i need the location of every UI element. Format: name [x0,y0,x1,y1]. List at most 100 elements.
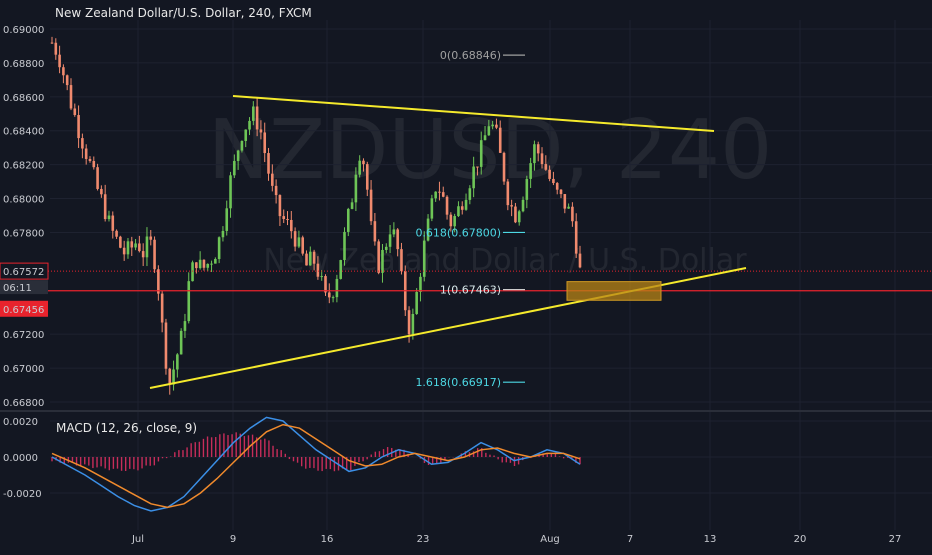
candle-body[interactable] [563,194,567,209]
candle-body[interactable] [115,230,118,237]
candle-body[interactable] [476,166,479,168]
candle-body[interactable] [384,246,388,250]
candle-body[interactable] [327,292,331,298]
candle-body[interactable] [544,164,548,170]
candle-body[interactable] [267,153,270,174]
candle-body[interactable] [472,166,475,189]
candle-body[interactable] [411,313,415,335]
candle-body[interactable] [88,158,92,162]
candle-body[interactable] [434,191,437,199]
signal-line[interactable] [51,423,581,509]
candle-body[interactable] [96,167,99,189]
candle-body[interactable] [388,234,392,247]
candle-body[interactable] [252,106,255,121]
candle-body[interactable] [491,124,494,127]
candle-body[interactable] [468,188,472,200]
candle-body[interactable] [271,173,274,186]
candle-body[interactable] [525,178,529,200]
candle-body[interactable] [453,216,456,227]
candle-body[interactable] [392,229,396,235]
candle-body[interactable] [138,243,141,252]
candle-body[interactable] [578,253,582,268]
candle-body[interactable] [339,260,342,279]
candle-body[interactable] [301,237,305,254]
candle-body[interactable] [381,249,384,273]
candle-body[interactable] [552,178,555,184]
candle-body[interactable] [172,369,175,385]
candle-body[interactable] [346,208,350,232]
candle-body[interactable] [479,140,483,167]
candle-body[interactable] [514,206,517,223]
candle-body[interactable] [92,161,96,168]
candle-body[interactable] [460,206,464,210]
candle-body[interactable] [282,216,286,220]
candle-body[interactable] [141,251,145,258]
candle-body[interactable] [187,281,191,322]
candle-body[interactable] [343,231,346,261]
candle-body[interactable] [483,135,487,141]
candle-body[interactable] [65,75,69,86]
candle-body[interactable] [160,293,164,323]
candle-body[interactable] [103,194,107,220]
candle-body[interactable] [236,150,240,161]
candle-body[interactable] [571,206,574,222]
candle-body[interactable] [309,251,312,266]
candle-body[interactable] [233,160,236,176]
candle-body[interactable] [119,236,122,248]
candle-body[interactable] [54,42,58,55]
candle-body[interactable] [400,249,403,272]
candle-body[interactable] [293,231,297,247]
candle-body[interactable] [179,330,183,355]
candle-body[interactable] [331,297,335,299]
candle-body[interactable] [316,263,320,277]
candle-body[interactable] [198,259,202,269]
candle-body[interactable] [464,199,468,210]
candle-body[interactable] [62,67,65,76]
candle-body[interactable] [122,247,126,255]
candle-body[interactable] [422,240,426,277]
candle-body[interactable] [415,291,418,314]
candle-body[interactable] [183,321,187,331]
candle-body[interactable] [195,262,198,269]
candle-body[interactable] [495,124,498,128]
candle-body[interactable] [217,237,221,260]
macd-layer[interactable] [51,416,581,512]
candle-body[interactable] [263,132,267,154]
candle-body[interactable] [206,263,210,268]
candle-body[interactable] [358,160,361,175]
candle-body[interactable] [259,129,263,133]
candle-body[interactable] [548,169,551,179]
candle-body[interactable] [58,54,61,68]
candle-body[interactable] [134,243,137,248]
candle-body[interactable] [419,276,422,292]
candle-body[interactable] [540,153,544,165]
trendline-upper[interactable] [232,95,715,132]
candle-body[interactable] [202,259,206,268]
candle-body[interactable] [335,278,339,298]
candle-body[interactable] [255,106,259,130]
candle-body[interactable] [210,263,213,265]
candle-body[interactable] [305,253,308,266]
candle-body[interactable] [521,199,525,212]
candle-body[interactable] [225,208,229,231]
candle-body[interactable] [153,239,156,270]
candle-body[interactable] [221,230,225,238]
candle-body[interactable] [502,152,506,182]
candle-body[interactable] [529,163,532,179]
candle-body[interactable] [290,219,293,232]
candle-body[interactable] [506,181,510,206]
candle-body[interactable] [130,241,134,248]
candle-body[interactable] [407,310,411,335]
candle-body[interactable] [362,160,365,165]
target-zone[interactable] [566,281,662,301]
candle-body[interactable] [297,237,301,247]
candle-body[interactable] [191,262,194,282]
candle-body[interactable] [354,174,358,203]
candle-body[interactable] [77,115,80,139]
candle-body[interactable] [498,127,502,153]
candle-body[interactable] [574,221,578,254]
candle-body[interactable] [84,148,88,159]
candle-body[interactable] [81,138,84,149]
